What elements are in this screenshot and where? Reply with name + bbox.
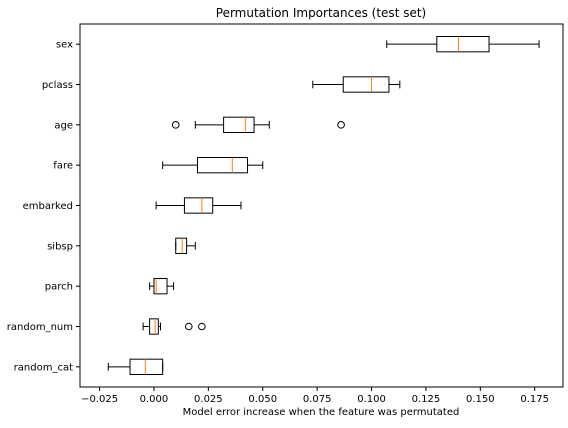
box-random_num: random_num (7, 318, 206, 335)
box-iqr (175, 237, 188, 254)
outlier-point (198, 322, 206, 331)
box-iqr (153, 278, 168, 295)
chart-title: Permutation Importances (test set) (216, 6, 426, 20)
category-label: sex (56, 40, 73, 51)
axes-frame (79, 23, 564, 388)
category-label: fare (53, 161, 73, 172)
x-tick-label: 0.150 (466, 394, 495, 405)
box-fare: fare (53, 157, 264, 174)
outlier-point (171, 121, 180, 129)
category-label: age (54, 120, 73, 131)
x-tick-label: 0.000 (140, 394, 169, 405)
box-age: age (54, 116, 345, 133)
box-iqr (149, 318, 159, 335)
category-label: pclass (42, 80, 73, 91)
box-embarked: embarked (23, 197, 242, 214)
plot-area: −0.025 0.000 0.025 0.050 0.075 0.100 0.125 0.15… (7, 36, 549, 405)
category-label: random_num (7, 322, 73, 333)
x-tick-label: −0.025 (81, 394, 118, 405)
box-sex: sex (56, 36, 540, 53)
category-label: sibsp (47, 241, 73, 252)
x-tick-label: 0.175 (520, 394, 549, 405)
category-label: embarked (23, 201, 73, 212)
category-label: parch (45, 282, 73, 293)
x-tick-label: 0.125 (412, 394, 441, 405)
box-iqr (223, 116, 255, 133)
outlier-point (337, 121, 345, 129)
x-tick-label: 0.100 (357, 394, 386, 405)
box-sibsp: sibsp (47, 237, 196, 254)
category-label: random_cat (14, 362, 73, 373)
box-iqr (196, 157, 249, 174)
x-tick-label: 0.025 (194, 394, 223, 405)
x-axis-label: Model error increase when the feature wa… (183, 407, 460, 418)
box-parch: parch (45, 278, 175, 295)
box-iqr (129, 358, 164, 375)
box-iqr (342, 76, 390, 93)
box-iqr (183, 197, 214, 214)
x-tick-label: 0.075 (303, 394, 332, 405)
outlier-point (184, 322, 193, 331)
box-random_cat: random_cat (14, 358, 164, 375)
box-iqr (436, 36, 490, 53)
box-pclass: pclass (42, 76, 401, 93)
x-tick-label: 0.050 (248, 394, 277, 405)
